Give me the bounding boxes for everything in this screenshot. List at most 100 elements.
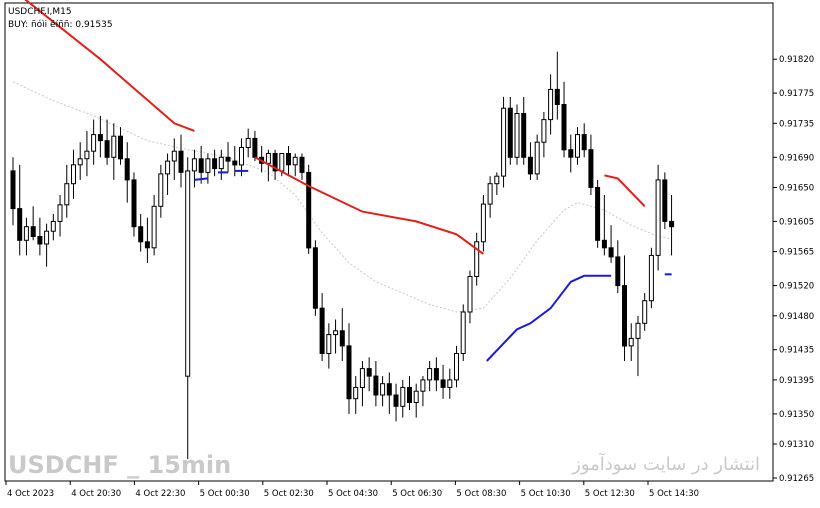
candle bbox=[407, 376, 412, 411]
candle-body bbox=[91, 134, 97, 152]
candle bbox=[198, 146, 204, 184]
candle-body bbox=[440, 379, 446, 388]
candle-body bbox=[151, 205, 157, 249]
candle bbox=[77, 142, 83, 180]
candle-body bbox=[454, 353, 459, 381]
candle bbox=[165, 153, 171, 195]
candle-body bbox=[427, 368, 433, 381]
candle-body bbox=[178, 150, 184, 173]
candle-body bbox=[124, 158, 130, 181]
candle bbox=[615, 240, 621, 294]
candle-body bbox=[346, 345, 352, 400]
candle-body bbox=[662, 179, 668, 222]
candle bbox=[158, 164, 164, 218]
x-tick-label: 4 Oct 22:30 bbox=[135, 489, 185, 499]
candle bbox=[635, 315, 641, 377]
candle-body bbox=[413, 390, 419, 404]
candle bbox=[64, 164, 70, 218]
candle bbox=[527, 142, 533, 180]
candle-body bbox=[50, 220, 56, 232]
candle-body bbox=[366, 368, 372, 377]
x-tick-label: 5 Oct 00:30 bbox=[200, 489, 250, 499]
candle-body bbox=[44, 230, 50, 245]
candle bbox=[669, 195, 675, 256]
candle-body bbox=[386, 383, 392, 396]
candle-body bbox=[218, 156, 224, 170]
candle bbox=[346, 323, 352, 414]
candle-body bbox=[655, 179, 661, 256]
candle-body bbox=[501, 107, 507, 177]
candle-body bbox=[225, 156, 231, 162]
candle-body bbox=[245, 137, 251, 148]
candle-body bbox=[642, 300, 648, 324]
candle-body bbox=[97, 134, 103, 142]
candle bbox=[507, 96, 513, 165]
candle bbox=[541, 112, 547, 158]
candle bbox=[299, 153, 305, 180]
y-tick-label: 0.91310 bbox=[779, 440, 814, 450]
candle bbox=[554, 51, 560, 120]
x-tick-label: 4 Oct 2023 bbox=[7, 489, 54, 499]
candle-body bbox=[447, 379, 453, 388]
candle-body bbox=[306, 171, 312, 249]
y-tick-label: 0.91650 bbox=[779, 184, 814, 194]
resistance-line bbox=[24, 0, 195, 132]
candle bbox=[171, 138, 177, 180]
candle-body bbox=[568, 149, 574, 158]
y-tick-label: 0.91735 bbox=[779, 119, 814, 129]
candle bbox=[494, 172, 500, 195]
candle-body bbox=[118, 135, 123, 160]
candle bbox=[353, 376, 359, 414]
candle bbox=[124, 142, 130, 203]
candle-body bbox=[23, 226, 29, 241]
candle-body bbox=[64, 183, 70, 206]
candle bbox=[333, 319, 339, 354]
resistance-line bbox=[604, 174, 646, 207]
candle bbox=[460, 304, 466, 361]
candle-body bbox=[648, 254, 654, 302]
candle bbox=[97, 115, 103, 158]
candle-body bbox=[507, 107, 513, 158]
candle bbox=[306, 164, 312, 254]
y-tick-label: 0.91265 bbox=[779, 474, 814, 484]
candle-body bbox=[615, 256, 621, 287]
x-tick-label: 5 Oct 14:30 bbox=[649, 489, 699, 499]
candle bbox=[662, 172, 668, 229]
candle-body bbox=[480, 203, 486, 243]
candle bbox=[420, 376, 426, 407]
candle bbox=[608, 225, 614, 263]
y-tick-label: 0.91350 bbox=[779, 410, 814, 420]
candle bbox=[400, 379, 406, 418]
y-tick-label: 0.91690 bbox=[779, 153, 814, 163]
candle-body bbox=[393, 394, 399, 407]
candle bbox=[91, 119, 97, 165]
candle bbox=[17, 164, 23, 256]
candle bbox=[245, 128, 251, 158]
candle bbox=[386, 372, 392, 414]
candle-body bbox=[111, 135, 117, 158]
candle-body bbox=[373, 375, 379, 396]
candle bbox=[561, 81, 567, 158]
candle-body bbox=[487, 183, 493, 205]
candle-body bbox=[595, 187, 601, 241]
candle bbox=[487, 176, 493, 218]
candle-body bbox=[77, 158, 83, 166]
candle bbox=[454, 345, 459, 388]
support-line bbox=[486, 274, 612, 362]
watermark-site: انتشار در سایت سودآموز bbox=[571, 452, 760, 475]
candle bbox=[373, 361, 379, 407]
y-tick-label: 0.91520 bbox=[779, 282, 814, 292]
candle bbox=[380, 376, 386, 407]
candle bbox=[581, 123, 587, 158]
candle bbox=[568, 134, 574, 173]
candle bbox=[366, 357, 372, 392]
x-tick-label: 5 Oct 12:30 bbox=[585, 489, 635, 499]
candle-body bbox=[467, 276, 473, 313]
candle bbox=[44, 223, 50, 267]
candle bbox=[138, 213, 144, 252]
candle bbox=[232, 146, 238, 177]
x-tick-label: 5 Oct 06:30 bbox=[392, 489, 442, 499]
candle-body bbox=[84, 150, 90, 160]
